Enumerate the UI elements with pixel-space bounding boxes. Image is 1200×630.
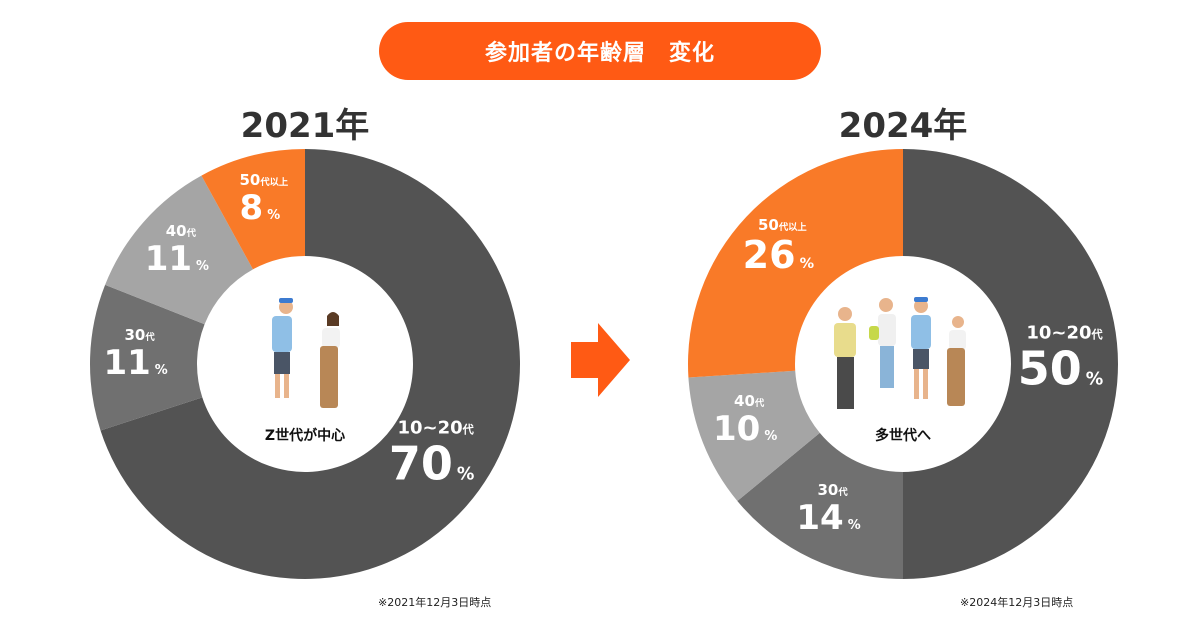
slice-age-suffix: 代 — [462, 423, 475, 437]
slice-age-label: 10~20代 — [1026, 323, 1103, 344]
slice-age-suffix: 代 — [186, 227, 197, 239]
people-illustration-2024 — [834, 297, 966, 409]
slice-age-suffix: 代 — [1091, 328, 1104, 342]
year-2024-title: 2024年 — [838, 106, 968, 146]
slice-unit: % — [764, 429, 777, 444]
note-2021: ※2021年12月3日時点 — [378, 596, 492, 609]
slice-age-label: 10~20代 — [397, 418, 474, 439]
slice-unit: % — [155, 363, 168, 378]
slice-age-suffix: 代 — [754, 397, 765, 409]
slice-age-suffix: 代 — [837, 486, 848, 498]
center-label: Z世代が中心 — [265, 427, 345, 444]
slice-30-1 — [90, 284, 205, 431]
chart-title: 参加者の年齢層 変化 — [484, 41, 715, 66]
slice-10-20-0 — [100, 149, 520, 579]
slice-age-suffix: 代以上 — [778, 221, 808, 233]
slice-unit: % — [1086, 370, 1104, 390]
slice-30-1 — [737, 432, 903, 579]
center-label: 多世代へ — [875, 427, 931, 444]
slice-unit: % — [457, 465, 475, 485]
slice-unit: % — [848, 518, 861, 533]
year-2021-title: 2021年 — [240, 106, 370, 146]
chart-title-banner: 参加者の年齢層 変化 — [379, 22, 821, 80]
slice-unit: % — [196, 259, 209, 274]
slice-unit: % — [800, 256, 814, 272]
donut-center — [199, 258, 411, 470]
note-2024: ※2024年12月3日時点 — [960, 596, 1074, 609]
right-arrow-icon — [571, 323, 630, 397]
slice-40-2 — [105, 175, 253, 325]
people-illustration-2021 — [272, 298, 340, 408]
slice-age-suffix: 代以上 — [259, 176, 289, 188]
slice-50-3 — [201, 149, 305, 270]
slice-age-suffix: 代 — [144, 331, 155, 343]
slice-40-2 — [688, 370, 820, 502]
slice-10-20-0 — [903, 149, 1118, 579]
slice-50-3 — [687, 149, 903, 378]
slice-unit: % — [267, 208, 280, 223]
